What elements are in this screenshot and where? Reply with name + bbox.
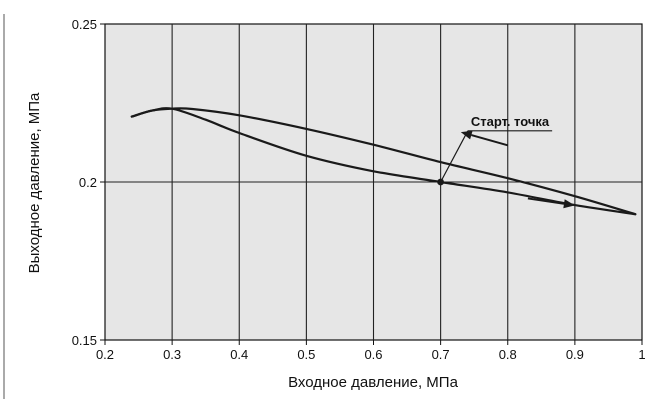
arrow-left-shaft	[471, 134, 509, 147]
x-tick-label: 0.2	[96, 347, 114, 362]
x-axis-label: Входное давление, МПа	[288, 374, 458, 391]
arrow-right-head	[563, 199, 575, 209]
y-axis-ticks: 0.15 0.2 0.25	[72, 17, 105, 348]
x-tick-label: 0.7	[432, 347, 450, 362]
y-tick-label: 0.2	[79, 175, 97, 190]
grid	[105, 24, 642, 340]
series-line-lower	[130, 107, 637, 216]
start-point-label: Старт. точка	[471, 114, 550, 129]
annotation-leader	[440, 130, 469, 183]
x-axis-ticks: 0.2 0.3 0.4 0.5 0.6 0.7 0.8 0.9 1	[96, 340, 646, 362]
direction-arrows	[460, 130, 575, 209]
curves	[130, 107, 637, 216]
arrow-left-head	[460, 130, 473, 140]
x-tick-label: 1	[638, 347, 645, 362]
y-tick-label: 0.25	[72, 17, 97, 32]
x-tick-label: 0.4	[230, 347, 248, 362]
x-tick-label: 0.8	[499, 347, 517, 362]
x-tick-label: 0.9	[566, 347, 584, 362]
x-tick-label: 0.6	[364, 347, 382, 362]
arrow-right-shaft	[527, 197, 565, 205]
y-axis-label: Выходное давление, МПа	[26, 92, 43, 273]
x-tick-label: 0.5	[297, 347, 315, 362]
y-tick-label: 0.15	[72, 333, 97, 348]
annotation: Старт. точка	[437, 114, 553, 186]
x-tick-label: 0.3	[163, 347, 181, 362]
start-point-marker	[437, 178, 445, 186]
